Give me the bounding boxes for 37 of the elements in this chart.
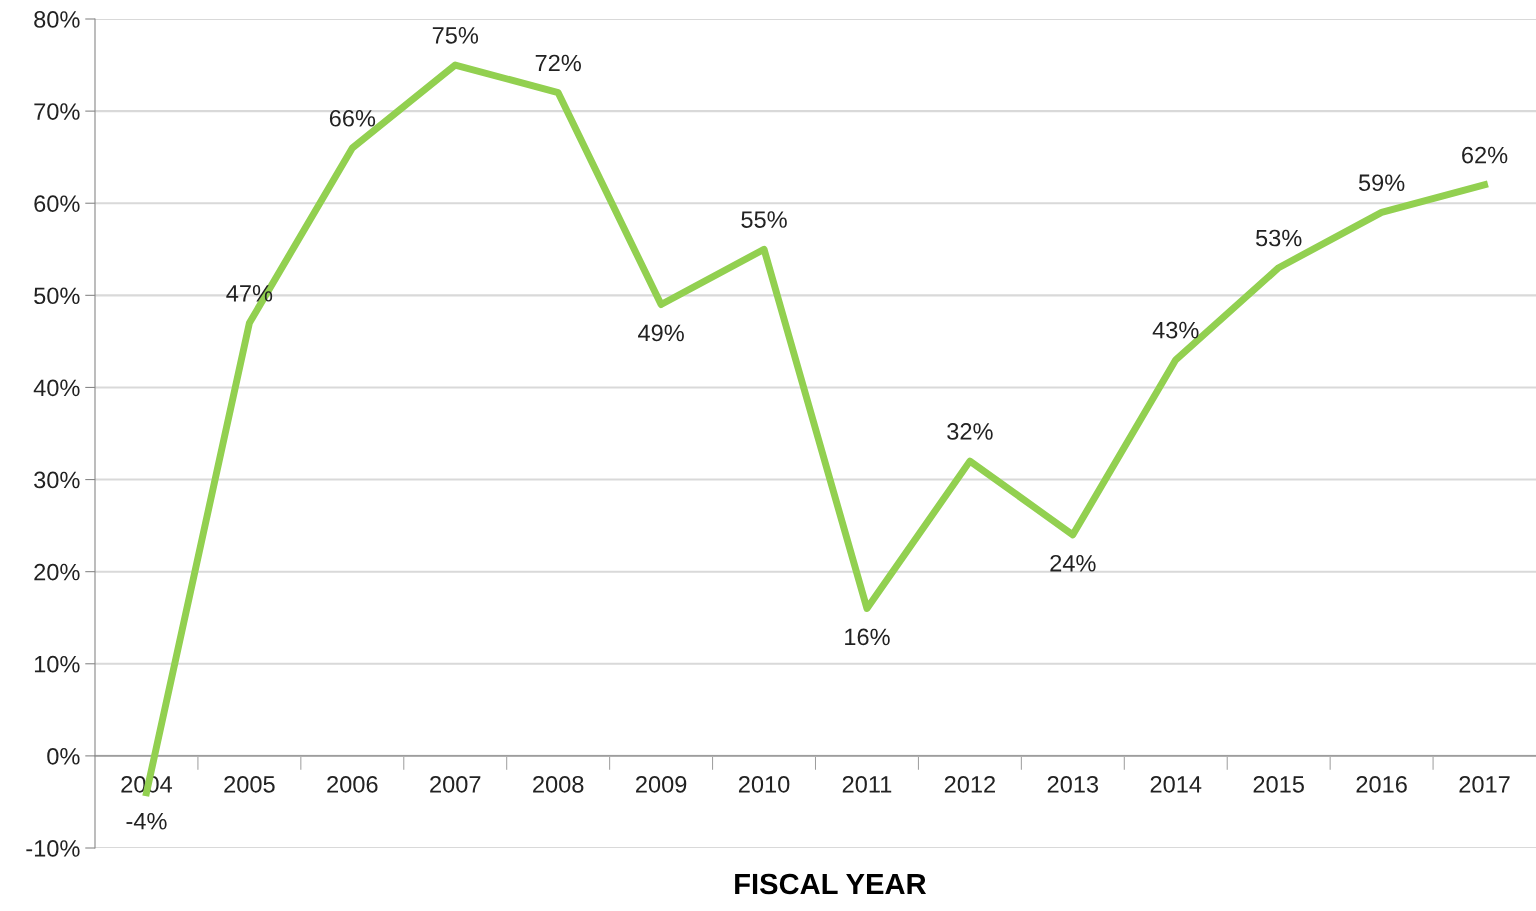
y-tick-label: 10% <box>34 655 80 673</box>
x-tick-label: 2013 <box>1047 775 1099 793</box>
x-tick-label: 2017 <box>1459 775 1510 793</box>
y-tick-label: 0% <box>47 747 80 765</box>
x-tick-label: 2005 <box>224 775 275 793</box>
x-tick-label: 2008 <box>533 775 584 793</box>
data-label: 16% <box>845 628 890 646</box>
y-tick-label: -10% <box>26 840 80 857</box>
x-tick-label: 2009 <box>636 775 687 793</box>
data-label: 32% <box>947 423 993 440</box>
x-tick-label: 2016 <box>1356 775 1407 793</box>
data-label: 66% <box>329 109 376 127</box>
data-label: 49% <box>638 324 684 342</box>
x-tick-label: 2014 <box>1150 775 1202 793</box>
data-label: 53% <box>1256 229 1302 247</box>
y-tick-label: 60% <box>34 195 80 213</box>
data-label: 55% <box>741 211 787 228</box>
x-axis-title: FISCAL YEAR <box>735 873 927 895</box>
data-label: 59% <box>1358 174 1405 192</box>
x-tick-label: 2010 <box>738 775 790 793</box>
y-tick-label: 20% <box>34 563 80 581</box>
x-tick-label: 2012 <box>944 775 995 793</box>
data-label: 75% <box>432 27 479 44</box>
y-tick-label: 80% <box>34 11 80 28</box>
x-tick-label: 2006 <box>327 775 378 793</box>
data-label: 62% <box>1462 146 1508 164</box>
data-label: 72% <box>535 54 581 72</box>
data-label: -4% <box>126 812 167 830</box>
y-tick-label: 50% <box>34 287 80 305</box>
data-label: 43% <box>1152 321 1199 339</box>
y-tick-label: 40% <box>33 379 80 397</box>
x-tick-label: 2007 <box>430 775 481 793</box>
y-tick-label: 30% <box>34 471 80 489</box>
x-tick-label: 2011 <box>842 775 892 793</box>
x-tick-label: 2015 <box>1253 775 1304 793</box>
data-label: 24% <box>1050 554 1096 572</box>
y-tick-label: 70% <box>34 103 80 120</box>
